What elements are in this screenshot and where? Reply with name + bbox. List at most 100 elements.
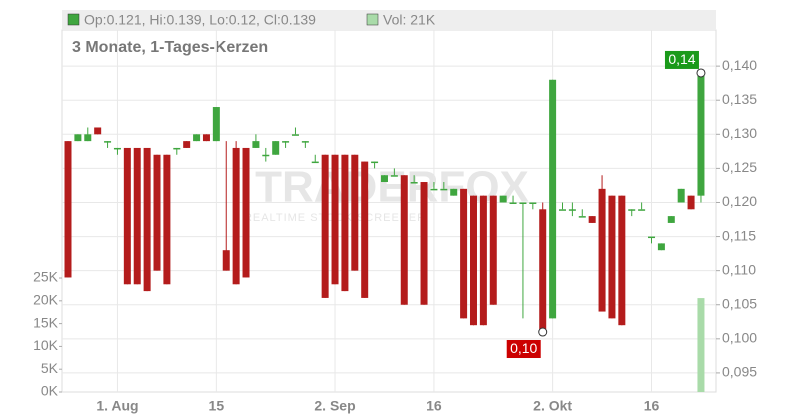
candle-body bbox=[638, 209, 646, 211]
candle-body bbox=[578, 216, 586, 218]
watermark-title: TRADERFOX bbox=[255, 163, 529, 212]
candle-body bbox=[94, 127, 102, 135]
candle-body bbox=[390, 175, 398, 177]
x-tick-label: 16 bbox=[426, 398, 442, 414]
candle-body bbox=[351, 154, 359, 271]
candle-body bbox=[529, 202, 537, 204]
y-tick-label: 0,110 bbox=[722, 261, 756, 277]
candle-body bbox=[193, 134, 201, 142]
candle-body bbox=[549, 79, 557, 319]
y2-tick-label: 0K bbox=[41, 383, 59, 399]
candle-body bbox=[648, 236, 656, 239]
candle-body bbox=[677, 188, 685, 203]
candle-body bbox=[420, 182, 428, 305]
candle-body bbox=[410, 182, 418, 184]
ohlc-swatch bbox=[67, 13, 80, 26]
candle-body bbox=[430, 188, 438, 191]
x-tick-label: 2. Okt bbox=[533, 398, 572, 414]
y2-tick-label: 5K bbox=[41, 360, 59, 376]
candle-body bbox=[64, 141, 72, 278]
x-tick-label: 1. Aug bbox=[96, 398, 138, 414]
candle-body bbox=[539, 209, 547, 333]
candle-body bbox=[559, 209, 566, 211]
candle-body bbox=[242, 147, 250, 278]
candle-body bbox=[311, 161, 319, 164]
candle-body bbox=[252, 141, 260, 148]
candle-body bbox=[133, 147, 141, 285]
candle-body bbox=[509, 202, 517, 204]
header-bar bbox=[62, 10, 716, 30]
plot-area bbox=[61, 29, 717, 393]
candle-body bbox=[173, 147, 181, 150]
candle-body bbox=[153, 154, 161, 271]
candle-body bbox=[440, 188, 448, 191]
subtitle: 3 Monate, 1-Tages-Kerzen bbox=[72, 39, 268, 56]
candle-body bbox=[361, 161, 369, 298]
candle-body bbox=[618, 195, 626, 326]
annotation-box bbox=[506, 340, 541, 359]
y-tick-label: 0,095 bbox=[722, 364, 757, 380]
annotation-marker bbox=[696, 68, 706, 78]
candle-body bbox=[301, 141, 309, 143]
y2-tick-label: 20K bbox=[33, 292, 59, 308]
candle-body bbox=[499, 195, 507, 203]
y-tick-label: 0,130 bbox=[722, 125, 757, 141]
annotation-box bbox=[664, 50, 699, 69]
candle-body bbox=[84, 134, 92, 142]
volume-text: Vol: 21K bbox=[383, 12, 436, 28]
candle-body bbox=[282, 141, 290, 143]
candle-body bbox=[608, 195, 616, 319]
candle-body bbox=[291, 134, 299, 136]
candle-body bbox=[212, 107, 220, 142]
candle-body bbox=[667, 216, 675, 223]
y2-tick-label: 15K bbox=[33, 314, 59, 330]
candle-body bbox=[262, 154, 270, 157]
candle-body bbox=[687, 195, 695, 210]
candle-body bbox=[568, 209, 576, 211]
annotation-label: 0,10 bbox=[510, 340, 537, 356]
candle-body bbox=[222, 250, 230, 271]
candle-body bbox=[400, 175, 408, 305]
candle-body bbox=[380, 175, 388, 183]
x-tick-label: 16 bbox=[644, 398, 660, 414]
candle-body bbox=[123, 147, 131, 285]
candle-body bbox=[232, 147, 240, 285]
candle-body bbox=[479, 195, 487, 326]
candle-body bbox=[598, 188, 606, 312]
candle-body bbox=[460, 188, 468, 319]
candle-body bbox=[74, 134, 82, 142]
volume-swatch bbox=[366, 13, 379, 26]
y-tick-label: 0,135 bbox=[722, 91, 757, 107]
candle-body bbox=[697, 72, 705, 196]
y2-tick-label: 25K bbox=[33, 269, 59, 285]
y-tick-label: 0,105 bbox=[722, 295, 757, 311]
candle-body bbox=[657, 243, 665, 251]
candle-body bbox=[321, 154, 329, 298]
candle-body bbox=[104, 141, 112, 143]
annotation-label: 0,14 bbox=[668, 51, 695, 67]
y-tick-label: 0,120 bbox=[722, 193, 757, 209]
y-tick-label: 0,100 bbox=[722, 330, 757, 346]
candle-body bbox=[371, 161, 379, 164]
candle-body bbox=[272, 141, 280, 155]
candle-body bbox=[183, 141, 191, 148]
candle-body bbox=[588, 216, 596, 223]
y-tick-label: 0,115 bbox=[722, 227, 756, 243]
ohlc-text: Op:0.121, Hi:0.139, Lo:0.12, Cl:0.139 bbox=[84, 12, 316, 28]
candle-body bbox=[113, 147, 121, 150]
candle-body bbox=[450, 188, 458, 196]
candle-body bbox=[143, 147, 151, 292]
candle-body bbox=[628, 209, 636, 211]
y-tick-label: 0,140 bbox=[722, 57, 757, 73]
y-tick-label: 0,125 bbox=[722, 159, 757, 175]
x-tick-label: 15 bbox=[209, 398, 225, 414]
annotation-marker bbox=[538, 327, 548, 337]
candle-body bbox=[202, 134, 210, 142]
volume-bar bbox=[697, 298, 705, 392]
candle-body bbox=[489, 195, 497, 305]
candle-body bbox=[469, 195, 477, 326]
candle-body bbox=[163, 154, 171, 285]
candle-body bbox=[519, 202, 527, 204]
candle-body bbox=[341, 154, 349, 292]
